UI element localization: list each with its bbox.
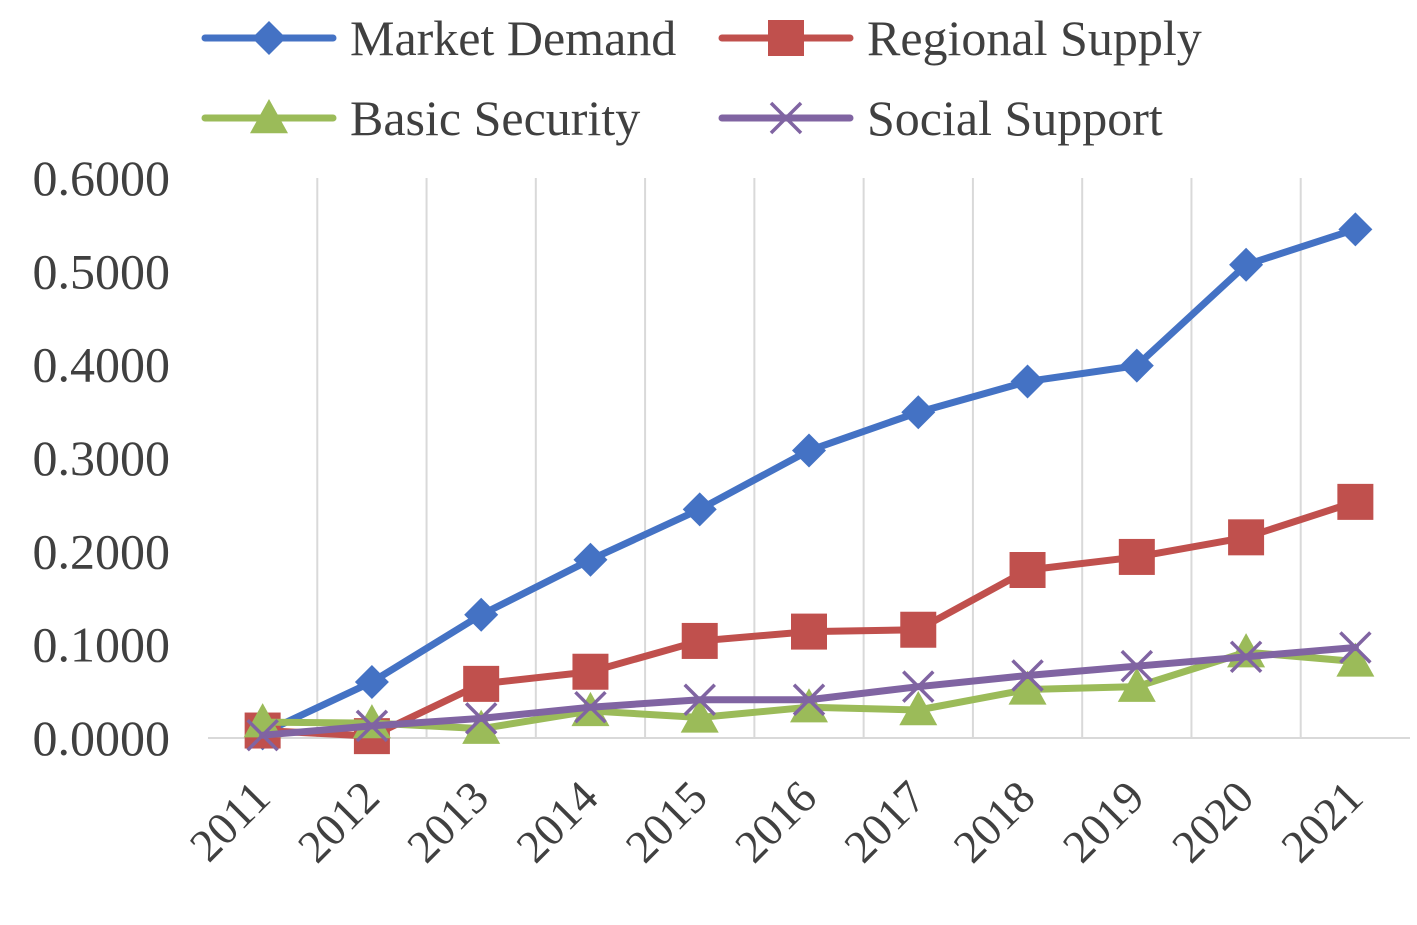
data-point-social-support bbox=[464, 702, 498, 735]
legend-marker-triangle bbox=[250, 99, 288, 134]
data-point-regional-supply bbox=[791, 613, 827, 650]
legend-label: Basic Security bbox=[350, 90, 640, 146]
legend-label: Market Demand bbox=[350, 10, 676, 66]
legend-marker-x bbox=[769, 101, 803, 135]
legend-label: Social Support bbox=[867, 90, 1163, 146]
data-point-basic-security bbox=[462, 709, 501, 744]
grid-layer bbox=[316, 178, 1302, 738]
x-tick-label: 2016 bbox=[725, 771, 826, 872]
data-point-basic-security bbox=[1008, 670, 1047, 705]
data-point-regional-supply bbox=[1337, 483, 1374, 520]
legend-marker-square bbox=[768, 20, 804, 56]
legend-item-basic-security: Basic Security bbox=[201, 90, 640, 146]
x-tick-label: 2011 bbox=[180, 771, 280, 871]
data-point-basic-security bbox=[1336, 642, 1375, 677]
series-basic-security bbox=[243, 633, 1375, 744]
y-tick-label: 0.1000 bbox=[33, 617, 171, 673]
data-point-social-support bbox=[1011, 659, 1044, 692]
data-point-regional-supply bbox=[1228, 519, 1265, 556]
y-tick-label: 0.2000 bbox=[33, 523, 171, 579]
data-point-market-demand bbox=[682, 492, 717, 527]
data-point-regional-supply bbox=[1009, 552, 1046, 588]
data-point-social-support bbox=[246, 718, 279, 752]
x-tick-label: 2021 bbox=[1271, 771, 1372, 872]
data-point-market-demand bbox=[1338, 212, 1373, 247]
y-tick-label: 0.6000 bbox=[33, 150, 171, 206]
x-tick-label: 2014 bbox=[506, 771, 607, 872]
legend-item-social-support: Social Support bbox=[718, 90, 1163, 146]
data-point-regional-supply bbox=[463, 665, 500, 702]
data-point-market-demand bbox=[1229, 247, 1264, 282]
data-point-social-support bbox=[574, 690, 607, 724]
x-tick-label: 2012 bbox=[288, 771, 389, 872]
data-point-market-demand bbox=[1010, 364, 1045, 399]
data-point-market-demand bbox=[1119, 348, 1154, 383]
legend-item-market-demand: Market Demand bbox=[201, 10, 676, 66]
legend-label: Regional Supply bbox=[867, 10, 1202, 66]
data-point-basic-security bbox=[899, 691, 938, 726]
data-point-basic-security bbox=[243, 703, 282, 738]
x-tick-label: 2019 bbox=[1053, 771, 1154, 872]
data-point-basic-security bbox=[790, 688, 828, 723]
legend-marker-diamond bbox=[252, 21, 286, 55]
data-point-social-support bbox=[683, 683, 716, 716]
data-point-market-demand bbox=[573, 542, 608, 577]
data-point-basic-security bbox=[680, 698, 719, 733]
x-tick-label: 2015 bbox=[616, 771, 717, 872]
series-social-support bbox=[246, 631, 1372, 752]
data-point-market-demand bbox=[792, 433, 826, 468]
data-point-regional-supply bbox=[681, 622, 718, 659]
data-point-market-demand bbox=[354, 665, 389, 699]
data-point-market-demand bbox=[901, 395, 936, 430]
y-tick-label: 0.0000 bbox=[33, 710, 171, 766]
y-tick-label: 0.5000 bbox=[33, 243, 171, 299]
x-tick-label: 2017 bbox=[834, 771, 935, 872]
data-point-regional-supply bbox=[1118, 538, 1155, 575]
series-layer bbox=[243, 212, 1375, 755]
x-tick-label: 2018 bbox=[944, 771, 1045, 872]
y-tick-label: 0.4000 bbox=[33, 337, 171, 393]
data-point-regional-supply bbox=[572, 653, 609, 690]
data-point-social-support bbox=[792, 683, 826, 716]
legend: Market Demand Regional Supply Basic Securi… bbox=[201, 10, 1202, 146]
axis-layer: 0.0000 0.1000 0.2000 0.3000 0.4000 0.5000 0.60… bbox=[33, 150, 1410, 872]
x-tick-label: 2020 bbox=[1162, 771, 1263, 872]
legend-item-regional-supply: Regional Supply bbox=[718, 10, 1202, 66]
data-point-basic-security bbox=[1117, 667, 1156, 702]
data-point-social-support bbox=[902, 670, 935, 703]
data-point-market-demand bbox=[464, 597, 499, 632]
data-point-social-support bbox=[1339, 631, 1372, 664]
data-point-social-support bbox=[1229, 640, 1263, 674]
data-point-social-support bbox=[1120, 649, 1154, 683]
y-tick-label: 0.3000 bbox=[33, 430, 171, 486]
x-tick-label: 2013 bbox=[397, 771, 498, 872]
data-point-regional-supply bbox=[900, 611, 937, 648]
series-market-demand bbox=[245, 212, 1373, 751]
data-point-social-support bbox=[355, 709, 389, 743]
